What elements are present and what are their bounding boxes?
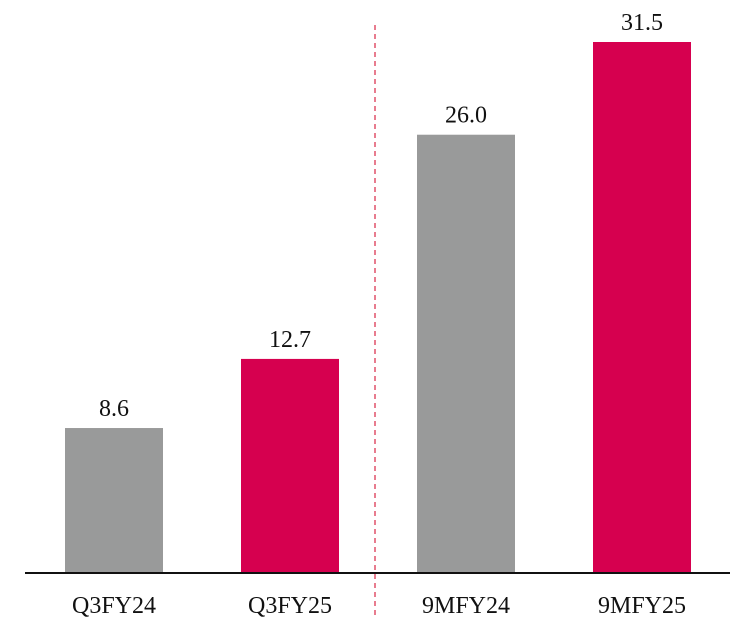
value-label: 8.6	[99, 396, 129, 422]
x-tick-label: Q3FY25	[248, 593, 332, 619]
value-label: 12.7	[269, 327, 311, 353]
x-tick-label: 9MFY24	[422, 593, 510, 619]
bar	[65, 428, 163, 573]
bar	[241, 358, 339, 573]
x-tick-label: Q3FY24	[72, 593, 156, 619]
x-tick-label: 9MFY25	[598, 593, 686, 619]
value-label: 31.5	[621, 10, 663, 36]
value-label: 26.0	[445, 103, 487, 129]
bar	[417, 134, 515, 573]
bar	[593, 42, 691, 573]
